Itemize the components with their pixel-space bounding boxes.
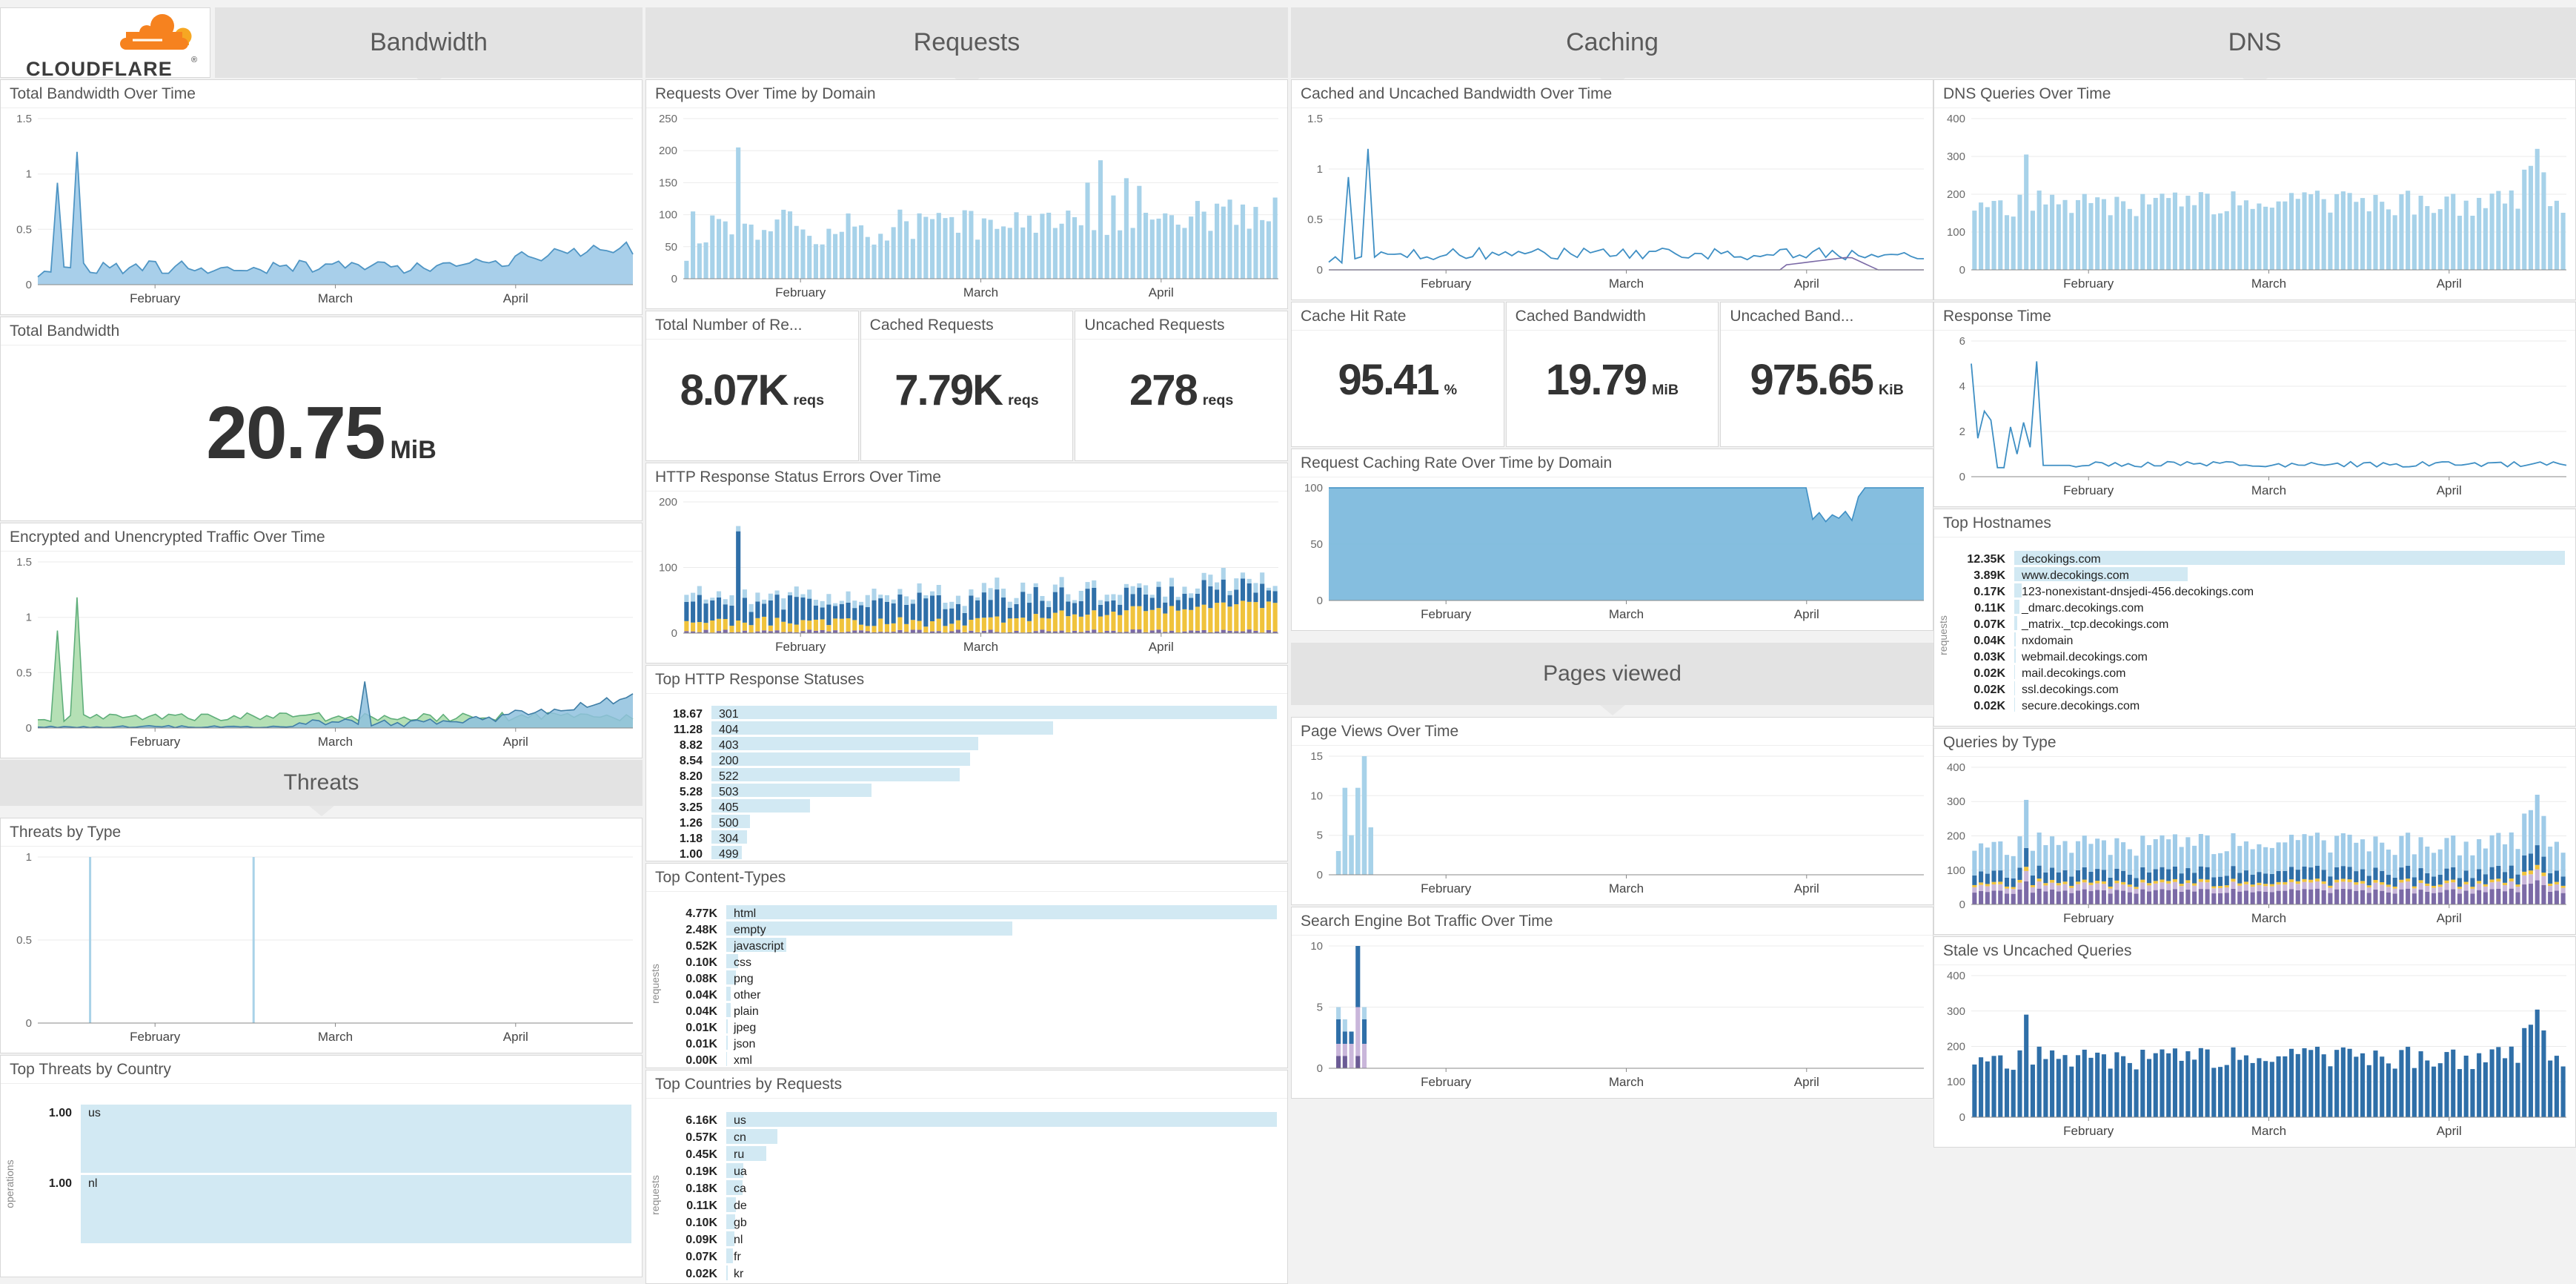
- svg-text:April: April: [1794, 881, 1819, 896]
- svg-text:0: 0: [1959, 1111, 1965, 1124]
- svg-text:0.5: 0.5: [16, 666, 32, 679]
- svg-text:50: 50: [665, 241, 677, 254]
- svg-text:February: February: [2063, 911, 2114, 925]
- svg-text:April: April: [2437, 911, 2462, 925]
- svg-text:400: 400: [1947, 761, 1965, 774]
- svg-text:150: 150: [659, 176, 677, 189]
- svg-text:400: 400: [1947, 113, 1965, 125]
- svg-text:400: 400: [1947, 970, 1965, 982]
- svg-text:March: March: [1609, 607, 1644, 621]
- svg-text:March: March: [2251, 483, 2286, 497]
- svg-text:0: 0: [1959, 264, 1965, 277]
- svg-text:1: 1: [26, 168, 32, 181]
- svg-text:0: 0: [1959, 899, 1965, 911]
- svg-text:March: March: [963, 640, 998, 654]
- svg-text:250: 250: [659, 113, 677, 125]
- svg-text:0.5: 0.5: [1307, 214, 1323, 226]
- svg-text:April: April: [1794, 607, 1819, 621]
- svg-text:April: April: [2437, 277, 2462, 291]
- svg-text:0: 0: [26, 722, 32, 735]
- svg-text:April: April: [1794, 277, 1819, 291]
- svg-text:March: March: [318, 735, 353, 749]
- svg-text:0.5: 0.5: [16, 223, 32, 236]
- svg-text:10: 10: [1310, 790, 1323, 802]
- svg-text:300: 300: [1947, 795, 1965, 808]
- svg-text:300: 300: [1947, 1005, 1965, 1018]
- svg-text:April: April: [2437, 483, 2462, 497]
- svg-text:®: ®: [191, 56, 197, 64]
- svg-text:0: 0: [671, 273, 677, 285]
- svg-text:February: February: [775, 285, 826, 300]
- svg-text:March: March: [318, 1030, 353, 1044]
- svg-text:10: 10: [1310, 940, 1323, 953]
- svg-text:February: February: [130, 1030, 181, 1044]
- svg-text:100: 100: [1947, 864, 1965, 877]
- svg-text:March: March: [2251, 911, 2286, 925]
- svg-text:March: March: [2251, 1124, 2286, 1138]
- svg-text:100: 100: [1304, 482, 1323, 494]
- svg-text:February: February: [1421, 277, 1472, 291]
- svg-text:March: March: [1609, 277, 1644, 291]
- svg-text:6: 6: [1959, 335, 1965, 348]
- svg-text:1: 1: [26, 612, 32, 624]
- svg-text:0: 0: [1317, 1062, 1323, 1075]
- svg-text:March: March: [318, 291, 353, 305]
- svg-text:1: 1: [26, 851, 32, 864]
- svg-text:1.5: 1.5: [16, 556, 32, 569]
- svg-text:1.5: 1.5: [1307, 113, 1323, 125]
- svg-text:April: April: [1149, 285, 1174, 300]
- svg-text:February: February: [1421, 881, 1472, 896]
- svg-text:April: April: [2437, 1124, 2462, 1138]
- svg-text:1: 1: [1317, 163, 1323, 176]
- svg-text:4: 4: [1959, 380, 1965, 393]
- svg-text:February: February: [1421, 1075, 1472, 1089]
- svg-text:100: 100: [1947, 226, 1965, 239]
- svg-text:0: 0: [26, 279, 32, 291]
- svg-text:February: February: [130, 291, 181, 305]
- svg-text:February: February: [2063, 1124, 2114, 1138]
- svg-text:February: February: [775, 640, 826, 654]
- svg-text:0: 0: [1317, 264, 1323, 277]
- svg-text:0.5: 0.5: [16, 934, 32, 947]
- svg-text:200: 200: [1947, 1041, 1965, 1053]
- svg-text:March: March: [1609, 1075, 1644, 1089]
- svg-text:200: 200: [1947, 188, 1965, 201]
- svg-text:200: 200: [659, 145, 677, 157]
- svg-text:0: 0: [26, 1017, 32, 1030]
- svg-text:February: February: [2063, 483, 2114, 497]
- svg-text:0: 0: [1959, 471, 1965, 483]
- svg-text:CLOUDFLARE: CLOUDFLARE: [26, 58, 173, 78]
- svg-text:April: April: [1794, 1075, 1819, 1089]
- svg-text:April: April: [503, 1030, 528, 1044]
- svg-text:2: 2: [1959, 426, 1965, 438]
- svg-text:200: 200: [1947, 830, 1965, 843]
- svg-text:300: 300: [1947, 150, 1965, 163]
- svg-text:April: April: [503, 291, 528, 305]
- svg-text:February: February: [1421, 607, 1472, 621]
- svg-text:March: March: [963, 285, 998, 300]
- svg-text:March: March: [2251, 277, 2286, 291]
- svg-text:February: February: [2063, 277, 2114, 291]
- svg-text:15: 15: [1310, 750, 1323, 763]
- svg-text:March: March: [1609, 881, 1644, 896]
- svg-text:April: April: [503, 735, 528, 749]
- svg-text:April: April: [1149, 640, 1174, 654]
- svg-text:5: 5: [1317, 830, 1323, 842]
- svg-text:50: 50: [1310, 538, 1323, 551]
- svg-text:0: 0: [1317, 869, 1323, 881]
- svg-text:200: 200: [659, 496, 677, 509]
- svg-text:0: 0: [1317, 595, 1323, 607]
- svg-text:5: 5: [1317, 1002, 1323, 1014]
- svg-text:February: February: [130, 735, 181, 749]
- svg-text:100: 100: [659, 562, 677, 575]
- svg-text:1.5: 1.5: [16, 113, 32, 125]
- svg-text:0: 0: [671, 627, 677, 640]
- svg-text:100: 100: [1947, 1076, 1965, 1088]
- svg-text:100: 100: [659, 209, 677, 222]
